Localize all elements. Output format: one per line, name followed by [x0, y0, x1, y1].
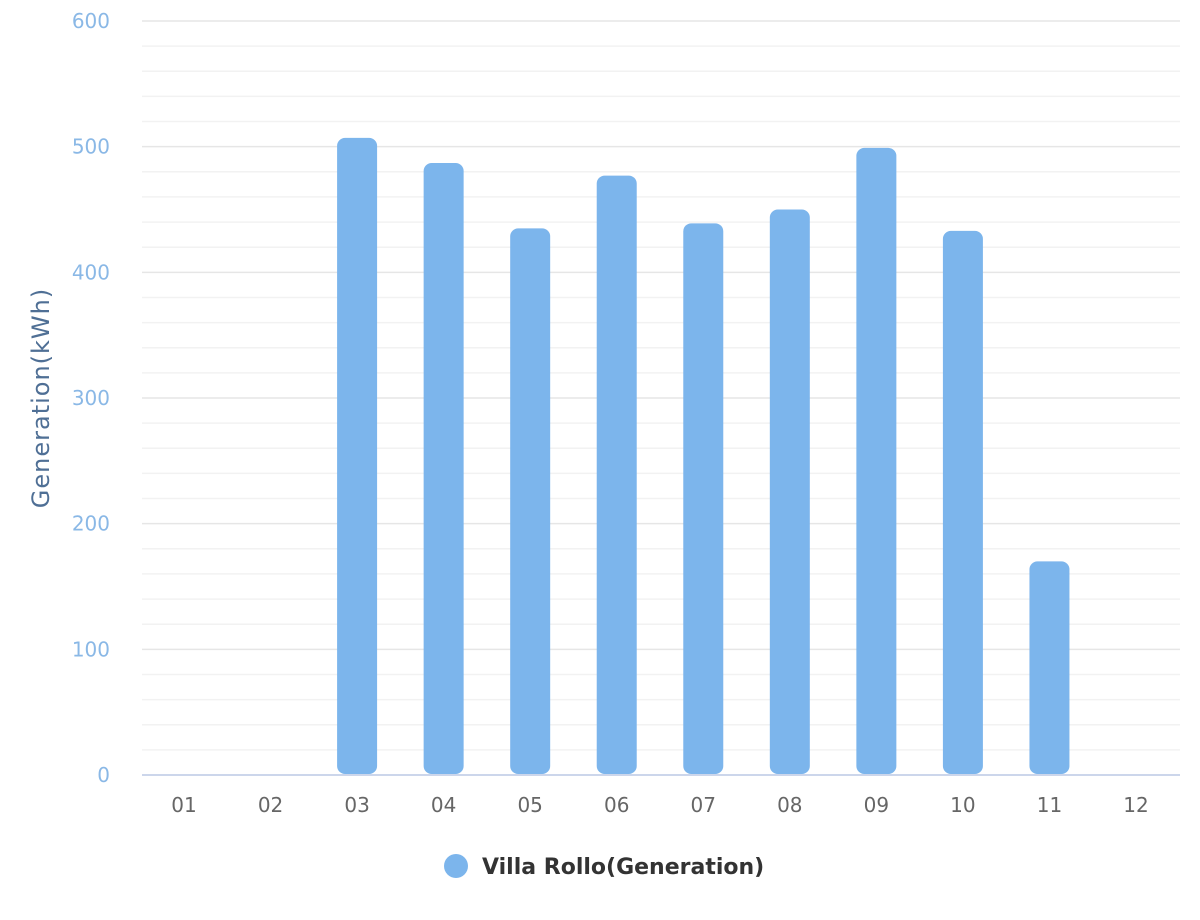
y-tick-label: 600	[72, 9, 110, 33]
y-tick-label: 200	[72, 512, 110, 536]
major-gridlines	[142, 20, 1180, 651]
x-tick-label: 07	[691, 793, 716, 817]
bar-06[interactable]	[596, 175, 637, 774]
bar-08[interactable]	[769, 209, 810, 775]
legend[interactable]: Villa Rollo(Generation)	[444, 854, 764, 880]
x-tick-label: 11	[1037, 793, 1062, 817]
x-tick-label: 10	[950, 793, 975, 817]
x-tick-label: 12	[1123, 793, 1148, 817]
bar-10[interactable]	[942, 230, 983, 774]
y-axis-ticks: 0 100 200 300 400 500 600	[72, 9, 110, 787]
bar-04[interactable]	[423, 163, 464, 775]
y-tick-label: 300	[72, 386, 110, 410]
x-tick-label: 08	[777, 793, 802, 817]
bar-07[interactable]	[683, 223, 724, 774]
legend-label[interactable]: Villa Rollo(Generation)	[482, 855, 764, 880]
legend-marker[interactable]	[444, 854, 468, 878]
bar-05[interactable]	[510, 228, 551, 775]
x-tick-label: 01	[171, 793, 196, 817]
x-axis-ticks: 01 02 03 04 05 06 07 08 09 10 11 12	[171, 793, 1148, 817]
y-tick-label: 500	[72, 135, 110, 159]
bar-11[interactable]	[1029, 561, 1070, 774]
y-tick-label: 400	[72, 260, 110, 284]
y-tick-label: 100	[72, 637, 110, 661]
bar-series	[337, 137, 1070, 775]
x-tick-label: 03	[344, 793, 369, 817]
y-axis-title: Generation(kWh)	[27, 288, 55, 508]
x-tick-label: 02	[258, 793, 283, 817]
y-tick-label: 0	[97, 763, 110, 787]
x-tick-label: 06	[604, 793, 629, 817]
bar-03[interactable]	[337, 137, 378, 774]
x-tick-label: 04	[431, 793, 456, 817]
bar-09[interactable]	[856, 147, 897, 774]
x-tick-label: 05	[517, 793, 542, 817]
x-tick-label: 09	[864, 793, 889, 817]
minor-gridlines	[142, 45, 1180, 751]
